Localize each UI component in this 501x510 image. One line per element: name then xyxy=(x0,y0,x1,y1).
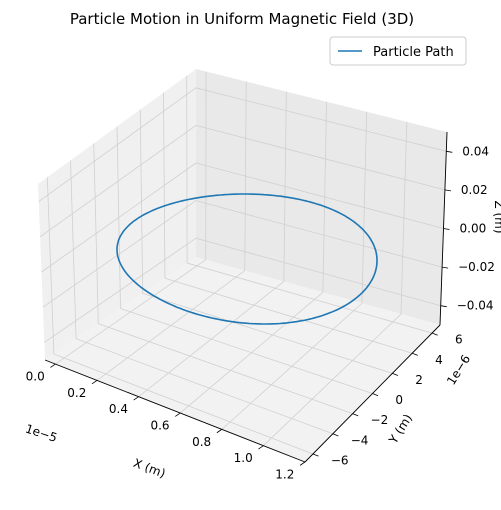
y-tick-label: 6 xyxy=(455,333,463,347)
y-tick-mark xyxy=(412,352,418,356)
particle-path-line xyxy=(116,193,378,325)
z-tick-mark xyxy=(443,228,450,230)
y-tick-label: 0 xyxy=(395,393,403,407)
y-tick-mark xyxy=(312,453,319,457)
z-tick-mark xyxy=(446,150,453,153)
y-tick-mark xyxy=(372,393,379,397)
y-gridline-floor xyxy=(53,353,314,455)
x-tick-label: 0.4 xyxy=(109,402,128,416)
x-tick-mark xyxy=(299,461,306,466)
z-gridline-left xyxy=(41,162,197,273)
y-tick-mark xyxy=(352,413,359,417)
z-gridline-back xyxy=(195,237,441,307)
y-tick-label: −4 xyxy=(351,433,369,447)
x-tick-mark xyxy=(216,429,223,434)
z-gridline-left xyxy=(44,237,197,343)
x-tick-label: 0.0 xyxy=(26,369,45,383)
y-tick-mark xyxy=(392,372,399,376)
x-tick-label: 0.6 xyxy=(150,418,169,432)
back-pane xyxy=(196,69,447,325)
legend-frame xyxy=(329,36,467,66)
x-tick-mark xyxy=(133,396,139,401)
x-tick-label: 1.0 xyxy=(234,451,253,465)
y-tick-mark xyxy=(332,433,339,437)
y-tick-label: 4 xyxy=(435,353,443,367)
z-tick-label: 0.00 xyxy=(460,222,487,236)
z-tick-label: 0.02 xyxy=(461,183,488,197)
z-tick-mark xyxy=(442,266,449,269)
x-tick-label: 0.8 xyxy=(192,435,211,449)
x-tick-mark xyxy=(175,412,181,417)
x-axis-line xyxy=(44,359,306,463)
z-tick-label: −0.02 xyxy=(458,260,495,274)
y-gridline-floor xyxy=(142,292,393,374)
x-tick-mark xyxy=(50,363,56,368)
y-gridline-floor xyxy=(98,323,353,415)
chart-title: Particle Motion in Uniform Magnetic Fiel… xyxy=(70,10,414,28)
z-tick-mark xyxy=(440,305,447,308)
z-gridline-left xyxy=(39,125,197,238)
y-gridline-floor xyxy=(187,262,433,334)
y-tick-label: −2 xyxy=(371,413,389,427)
y-tick-label: 2 xyxy=(415,373,423,387)
z-gridline-left xyxy=(38,87,197,202)
z-tick-label: 0.04 xyxy=(462,144,489,158)
z-gridline-back xyxy=(195,162,444,229)
y-tick-mark xyxy=(431,332,438,336)
y-tick-label: −6 xyxy=(331,454,349,468)
x-tick-mark xyxy=(258,445,264,450)
y-gridline-floor xyxy=(164,277,413,354)
left-pane xyxy=(38,69,196,360)
z-axis-label: Z (m) xyxy=(492,200,501,233)
x-tick-label: 1.2 xyxy=(275,467,294,481)
grid-lines xyxy=(38,71,448,463)
z-gridline-back xyxy=(195,125,446,191)
z-gridline-back xyxy=(195,87,447,152)
y-gridline-floor xyxy=(75,338,333,435)
legend: Particle Path xyxy=(329,36,467,66)
x-tick-mark xyxy=(91,380,98,385)
z-tick-mark xyxy=(444,189,451,192)
y-gridline-floor xyxy=(120,308,373,394)
z-gridline-back xyxy=(195,200,443,268)
legend-entry-label: Particle Path xyxy=(373,45,454,60)
z-gridline-left xyxy=(42,200,197,308)
z-tick-label: −0.04 xyxy=(457,299,494,313)
x-tick-label: 0.2 xyxy=(67,386,86,400)
